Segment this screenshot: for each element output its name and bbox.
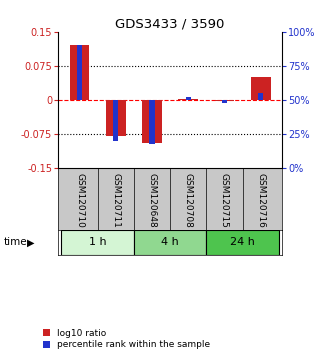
Text: time: time — [3, 238, 27, 247]
Text: ▶: ▶ — [27, 238, 34, 247]
Bar — [149, 100, 155, 144]
Legend: log10 ratio, percentile rank within the sample: log10 ratio, percentile rank within the … — [43, 329, 211, 349]
Text: GSM120708: GSM120708 — [184, 173, 193, 228]
Text: GSM120716: GSM120716 — [256, 173, 265, 228]
Text: 24 h: 24 h — [230, 238, 255, 247]
Text: 4 h: 4 h — [161, 238, 179, 247]
Bar — [206, 230, 279, 255]
Text: GSM120648: GSM120648 — [148, 173, 157, 228]
Bar — [251, 77, 271, 100]
Bar — [142, 100, 162, 143]
Title: GDS3433 / 3590: GDS3433 / 3590 — [116, 18, 225, 31]
Bar — [186, 97, 191, 100]
Bar — [61, 230, 134, 255]
Bar — [70, 45, 90, 100]
Bar — [178, 99, 198, 100]
Text: 1 h: 1 h — [89, 238, 107, 247]
Bar — [258, 93, 264, 100]
Text: GSM120715: GSM120715 — [220, 173, 229, 228]
Bar — [77, 45, 82, 100]
Bar — [214, 100, 234, 101]
Text: GSM120710: GSM120710 — [75, 173, 84, 228]
Text: GSM120711: GSM120711 — [111, 173, 120, 228]
Bar — [106, 100, 126, 136]
Bar — [222, 100, 227, 103]
Bar — [113, 100, 118, 141]
Bar — [134, 230, 206, 255]
